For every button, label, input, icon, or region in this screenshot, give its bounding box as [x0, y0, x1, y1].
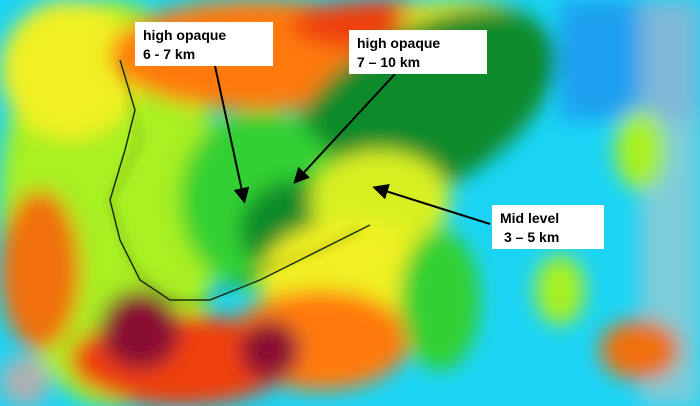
arrow-high-opaque-7-10: [293, 73, 396, 184]
annotation-title: high opaque: [357, 35, 441, 51]
annotation-title: Mid level: [500, 210, 560, 226]
annotation-high-opaque-7-10km: high opaque 7 – 10 km: [349, 30, 487, 74]
annotation-high-opaque-6-7km: high opaque 6 - 7 km: [135, 22, 273, 66]
annotation-height: 3 – 5 km: [504, 229, 560, 245]
annotation-height: 7 – 10 km: [357, 54, 421, 70]
arrow-mid-level: [372, 183, 491, 225]
arrow-high-opaque-6-7: [214, 65, 250, 204]
annotation-mid-level-3-5km: Mid level 3 – 5 km: [492, 205, 604, 249]
annotation-title: high opaque: [143, 27, 227, 43]
coastline: [109, 59, 371, 301]
annotation-height: 6 - 7 km: [143, 46, 196, 62]
